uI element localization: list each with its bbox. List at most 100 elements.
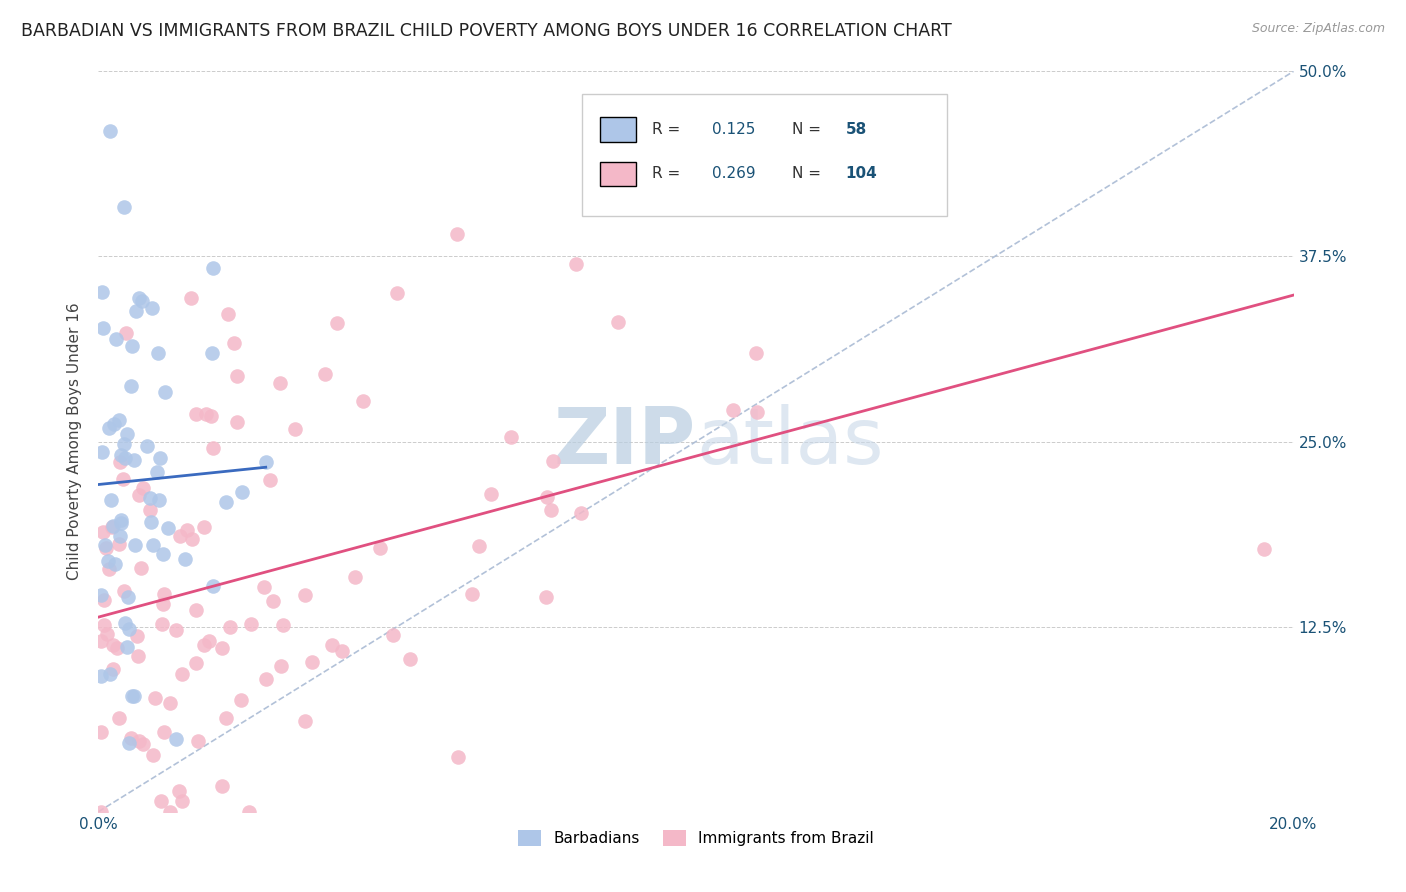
Point bbox=[103, 519, 125, 533]
Point bbox=[114, 616, 136, 631]
Point bbox=[170, 794, 193, 808]
Point bbox=[186, 407, 208, 421]
Point bbox=[569, 506, 592, 520]
Point bbox=[121, 689, 143, 703]
Point bbox=[110, 448, 132, 462]
Point bbox=[131, 293, 153, 308]
Point bbox=[165, 731, 187, 746]
Point bbox=[215, 711, 238, 725]
Text: N =: N = bbox=[792, 121, 821, 136]
Point bbox=[105, 332, 128, 346]
Point bbox=[446, 227, 468, 242]
Point bbox=[180, 532, 202, 546]
Y-axis label: Child Poverty Among Boys Under 16: Child Poverty Among Boys Under 16 bbox=[67, 302, 83, 581]
Point bbox=[98, 421, 121, 435]
Point bbox=[193, 638, 215, 652]
Point bbox=[382, 628, 405, 642]
Point bbox=[124, 537, 146, 551]
Point bbox=[90, 805, 112, 819]
Point bbox=[321, 638, 343, 652]
FancyBboxPatch shape bbox=[582, 94, 948, 216]
Point bbox=[96, 627, 118, 641]
Legend: Barbadians, Immigrants from Brazil: Barbadians, Immigrants from Brazil bbox=[512, 824, 880, 852]
Point bbox=[104, 557, 127, 571]
Point bbox=[193, 520, 215, 534]
Point bbox=[294, 714, 316, 728]
Point bbox=[135, 439, 157, 453]
Point bbox=[111, 472, 134, 486]
Point bbox=[271, 618, 294, 632]
Point bbox=[117, 590, 139, 604]
Point bbox=[211, 780, 233, 794]
Point bbox=[112, 584, 135, 599]
Point bbox=[141, 301, 163, 316]
Point bbox=[125, 304, 148, 318]
Point bbox=[398, 652, 420, 666]
Point bbox=[153, 587, 176, 601]
Point bbox=[112, 200, 135, 214]
Point bbox=[90, 588, 112, 602]
Point bbox=[534, 590, 557, 604]
Point bbox=[231, 485, 253, 500]
Point bbox=[187, 734, 209, 748]
Point bbox=[128, 734, 150, 748]
Point bbox=[159, 805, 181, 819]
Text: 58: 58 bbox=[845, 121, 866, 136]
Point bbox=[143, 691, 166, 706]
Point bbox=[91, 525, 114, 540]
Point bbox=[97, 554, 120, 568]
Point bbox=[219, 620, 242, 634]
Point bbox=[368, 541, 391, 555]
Point bbox=[238, 805, 260, 819]
Point bbox=[254, 673, 277, 687]
Point bbox=[108, 529, 131, 543]
Point bbox=[148, 345, 170, 359]
Point bbox=[314, 367, 336, 381]
Point bbox=[565, 257, 588, 271]
Point bbox=[541, 454, 564, 468]
Point bbox=[176, 523, 198, 537]
Point bbox=[229, 693, 252, 707]
Point bbox=[270, 658, 292, 673]
Point bbox=[253, 580, 276, 594]
Point bbox=[110, 516, 132, 530]
Point bbox=[184, 603, 207, 617]
Point bbox=[129, 561, 152, 575]
Point bbox=[152, 547, 174, 561]
Point bbox=[90, 285, 112, 300]
Point bbox=[169, 784, 191, 798]
Point bbox=[90, 633, 112, 648]
Point bbox=[100, 492, 122, 507]
Point bbox=[159, 696, 181, 710]
Point bbox=[197, 634, 219, 648]
Point bbox=[94, 541, 117, 556]
Point bbox=[120, 379, 142, 393]
Point bbox=[108, 413, 131, 427]
Point bbox=[122, 690, 145, 704]
Point bbox=[343, 569, 366, 583]
Text: Source: ZipAtlas.com: Source: ZipAtlas.com bbox=[1251, 22, 1385, 36]
Point bbox=[222, 335, 245, 350]
Point bbox=[103, 663, 125, 677]
Point bbox=[100, 520, 122, 534]
Point bbox=[211, 640, 233, 655]
Text: atlas: atlas bbox=[696, 403, 883, 480]
Point bbox=[294, 588, 316, 602]
Point bbox=[114, 451, 136, 466]
Point bbox=[97, 562, 120, 576]
Text: ZIP: ZIP bbox=[554, 403, 696, 480]
Text: 104: 104 bbox=[845, 166, 877, 181]
Point bbox=[118, 622, 141, 636]
Point bbox=[128, 291, 150, 305]
Point bbox=[91, 321, 114, 335]
Point bbox=[202, 260, 225, 275]
Point bbox=[132, 481, 155, 495]
Text: N =: N = bbox=[792, 166, 821, 181]
Point bbox=[202, 441, 225, 455]
FancyBboxPatch shape bbox=[600, 161, 636, 186]
Point bbox=[142, 537, 165, 551]
Text: BARBADIAN VS IMMIGRANTS FROM BRAZIL CHILD POVERTY AMONG BOYS UNDER 16 CORRELATIO: BARBADIAN VS IMMIGRANTS FROM BRAZIL CHIL… bbox=[21, 22, 952, 40]
Point bbox=[150, 794, 173, 808]
Point bbox=[90, 669, 112, 683]
Point bbox=[385, 286, 409, 301]
